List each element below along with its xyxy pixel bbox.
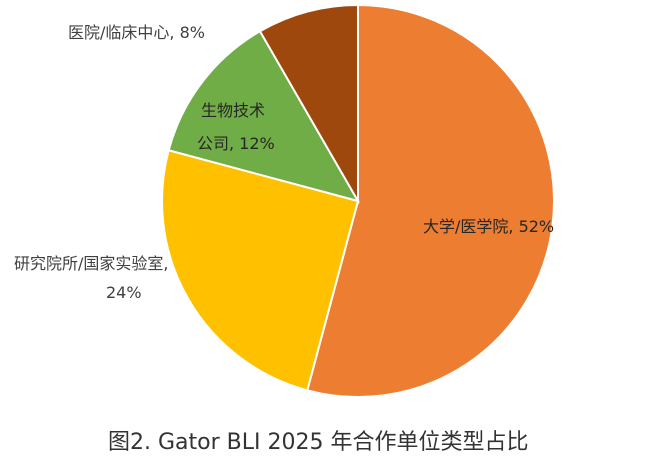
label-hospital: 医院/临床中心, 8% <box>68 23 205 42</box>
label-institutes-line2: 24% <box>106 283 142 302</box>
label-biotech-line1: 生物技术 <box>201 101 266 120</box>
slice-biotech <box>167 29 361 203</box>
label-biotech-line2: 公司, 12% <box>197 134 275 153</box>
slice-university <box>306 3 555 398</box>
chart-title: 图2. Gator BLI 2025 年合作单位类型占比 <box>108 430 529 455</box>
slice-institutes <box>161 149 360 392</box>
label-institutes-line1: 研究院所/国家实验室, <box>14 254 169 273</box>
label-university: 大学/医学院, 52% <box>423 217 555 236</box>
slice-hospital <box>258 3 359 205</box>
